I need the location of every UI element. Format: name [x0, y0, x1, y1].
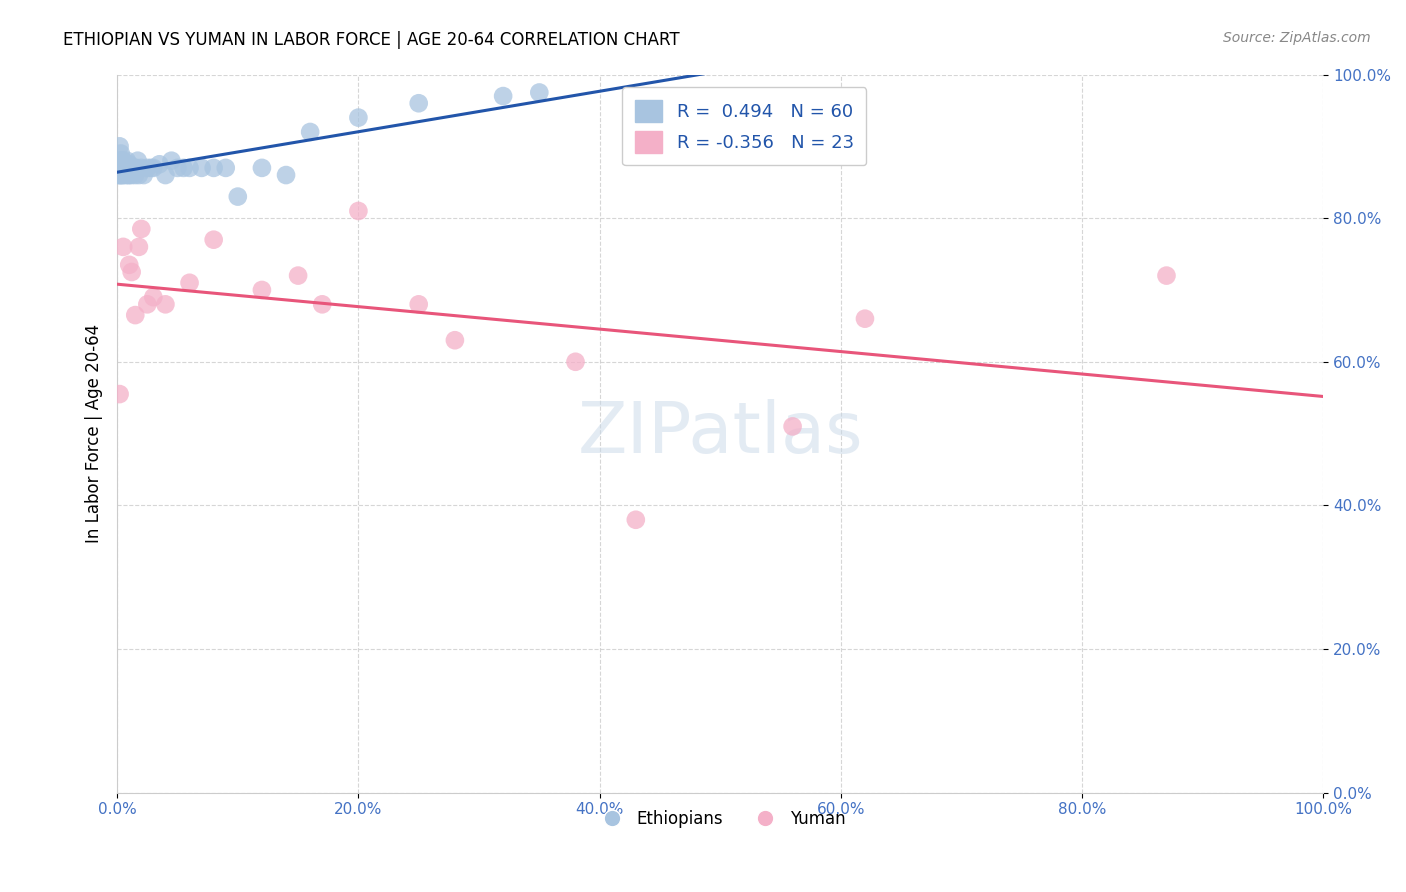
- Point: [173, 161, 195, 175]
- Point: [564, 355, 586, 369]
- Point: [179, 161, 201, 175]
- Y-axis label: In Labor Force | Age 20-64: In Labor Force | Age 20-64: [86, 324, 103, 543]
- Point: [444, 333, 467, 347]
- Point: [114, 161, 136, 175]
- Point: [139, 161, 162, 175]
- Point: [120, 161, 142, 175]
- Text: ETHIOPIAN VS YUMAN IN LABOR FORCE | AGE 20-64 CORRELATION CHART: ETHIOPIAN VS YUMAN IN LABOR FORCE | AGE …: [63, 31, 681, 49]
- Point: [121, 265, 143, 279]
- Point: [110, 161, 132, 175]
- Point: [347, 204, 370, 219]
- Point: [782, 419, 804, 434]
- Point: [112, 164, 135, 178]
- Point: [190, 161, 212, 175]
- Point: [226, 189, 249, 203]
- Point: [112, 161, 135, 175]
- Text: ZIPatlas: ZIPatlas: [578, 399, 863, 468]
- Point: [155, 168, 177, 182]
- Point: [121, 161, 143, 175]
- Point: [108, 139, 131, 153]
- Point: [408, 297, 430, 311]
- Point: [108, 387, 131, 401]
- Point: [112, 153, 135, 168]
- Point: [117, 161, 139, 175]
- Point: [311, 297, 333, 311]
- Point: [136, 161, 159, 175]
- Point: [142, 290, 165, 304]
- Point: [112, 168, 135, 182]
- Point: [124, 308, 146, 322]
- Point: [131, 222, 153, 236]
- Point: [148, 157, 170, 171]
- Point: [110, 168, 132, 182]
- Point: [108, 168, 131, 182]
- Point: [166, 161, 188, 175]
- Point: [132, 168, 155, 182]
- Point: [118, 168, 141, 182]
- Point: [124, 168, 146, 182]
- Point: [274, 168, 297, 182]
- Legend: Ethiopians, Yuman: Ethiopians, Yuman: [588, 804, 852, 835]
- Point: [115, 153, 138, 168]
- Point: [1156, 268, 1178, 283]
- Point: [250, 161, 273, 175]
- Point: [107, 168, 129, 182]
- Point: [112, 164, 135, 178]
- Point: [160, 153, 183, 168]
- Point: [128, 168, 150, 182]
- Point: [492, 89, 515, 103]
- Point: [408, 96, 430, 111]
- Point: [117, 168, 139, 182]
- Point: [118, 258, 141, 272]
- Point: [202, 161, 225, 175]
- Point: [136, 297, 159, 311]
- Point: [299, 125, 322, 139]
- Point: [115, 161, 138, 175]
- Point: [108, 161, 131, 175]
- Point: [122, 161, 145, 175]
- Point: [121, 168, 143, 182]
- Point: [287, 268, 309, 283]
- Point: [114, 168, 136, 182]
- Point: [110, 146, 132, 161]
- Text: Source: ZipAtlas.com: Source: ZipAtlas.com: [1223, 31, 1371, 45]
- Point: [112, 240, 135, 254]
- Point: [529, 86, 551, 100]
- Point: [108, 153, 131, 168]
- Point: [118, 157, 141, 171]
- Point: [215, 161, 238, 175]
- Point: [111, 161, 134, 175]
- Point: [624, 513, 647, 527]
- Point: [112, 161, 135, 175]
- Point: [112, 157, 135, 171]
- Point: [131, 161, 153, 175]
- Point: [111, 161, 134, 175]
- Point: [125, 161, 148, 175]
- Point: [111, 153, 134, 168]
- Point: [202, 233, 225, 247]
- Point: [179, 276, 201, 290]
- Point: [110, 153, 132, 168]
- Point: [347, 111, 370, 125]
- Point: [127, 153, 149, 168]
- Point: [142, 161, 165, 175]
- Point: [155, 297, 177, 311]
- Point: [111, 168, 134, 182]
- Point: [853, 311, 876, 326]
- Point: [122, 161, 145, 175]
- Point: [128, 240, 150, 254]
- Point: [250, 283, 273, 297]
- Point: [107, 161, 129, 175]
